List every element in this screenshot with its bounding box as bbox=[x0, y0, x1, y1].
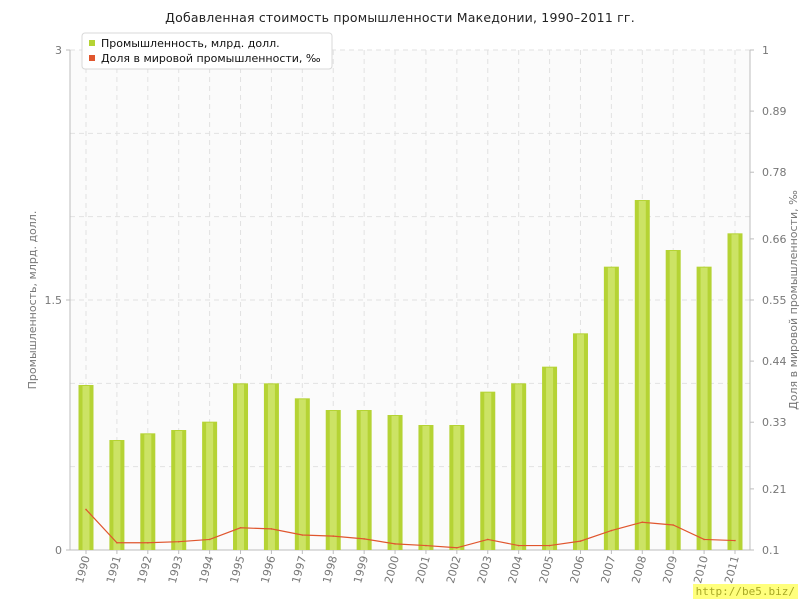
line-point-1990 bbox=[85, 508, 87, 511]
bar-highlight bbox=[237, 384, 245, 550]
line-point-2008 bbox=[641, 521, 644, 524]
line-point-2005 bbox=[548, 544, 551, 547]
line-point-1995 bbox=[239, 526, 242, 529]
bar-series bbox=[78, 200, 743, 551]
bar-highlight bbox=[638, 201, 646, 550]
line-point-2004 bbox=[517, 544, 520, 547]
line-point-1992 bbox=[147, 541, 149, 544]
bar-highlight bbox=[484, 392, 492, 550]
bar-highlight bbox=[607, 267, 615, 550]
bar-highlight bbox=[669, 251, 677, 550]
bar-highlight bbox=[113, 441, 121, 550]
line-point-1993 bbox=[177, 540, 180, 543]
y2-tick-label: 0.33 bbox=[762, 416, 787, 429]
y-tick-label: 0 bbox=[55, 544, 62, 557]
line-point-2006 bbox=[579, 540, 582, 542]
x-tick-label: 2007 bbox=[598, 554, 618, 584]
x-tick-label: 2008 bbox=[629, 554, 649, 584]
y2-tick-label: 0.44 bbox=[762, 355, 787, 368]
y2-tick-label: 0.1 bbox=[762, 544, 780, 557]
y2-tick-label: 0.78 bbox=[762, 166, 787, 179]
y2-axis-title: Доля в мировой промышленности, ‰ bbox=[787, 190, 800, 410]
x-tick-label: 2005 bbox=[537, 554, 557, 584]
bar-highlight bbox=[206, 422, 214, 550]
x-tick-label: 1991 bbox=[104, 554, 124, 584]
bar-highlight bbox=[576, 334, 584, 550]
tick-labels: 0 1.5 3 0.1 0.21 0.33 0.44 0.55 0.66 0.78 0.89 1 199… bbox=[45, 44, 787, 585]
legend-box bbox=[81, 32, 333, 70]
line-point-1998 bbox=[332, 535, 335, 537]
bar-highlight bbox=[391, 416, 399, 550]
y2-tick-label: 0.55 bbox=[762, 294, 787, 307]
line-point-2011 bbox=[734, 539, 736, 542]
legend-label-bars: Промышленность, млрд. долл. bbox=[101, 37, 280, 50]
bar-highlight bbox=[175, 431, 183, 550]
x-tick-label: 1990 bbox=[73, 554, 93, 584]
bar-highlight bbox=[546, 367, 554, 550]
line-point-2002 bbox=[456, 546, 458, 549]
line-point-1996 bbox=[270, 528, 273, 530]
line-point-2010 bbox=[703, 538, 705, 541]
y-tick-label: 1.5 bbox=[45, 294, 63, 307]
bar-highlight bbox=[82, 386, 90, 550]
x-tick-label: 2006 bbox=[568, 554, 588, 584]
chart-title: Добавленная стоимость промышленности Мак… bbox=[165, 10, 635, 25]
x-tick-label: 1995 bbox=[228, 554, 248, 584]
line-point-1991 bbox=[116, 541, 118, 544]
y2-tick-label: 0.66 bbox=[762, 233, 787, 246]
legend-label-line: Доля в мировой промышленности, ‰ bbox=[101, 52, 321, 65]
line-series bbox=[85, 508, 736, 549]
line-point-2009 bbox=[672, 524, 674, 526]
y2-tick-label: 0.89 bbox=[762, 105, 787, 118]
bar-highlight bbox=[422, 426, 430, 550]
line-point-1999 bbox=[363, 538, 365, 540]
watermark[interactable]: http://be5.biz/ bbox=[692, 584, 798, 599]
x-tick-label: 2001 bbox=[413, 554, 433, 584]
legend-marker-line bbox=[89, 55, 95, 61]
x-tick-label: 1998 bbox=[320, 554, 340, 584]
y-tick-label: 3 bbox=[55, 44, 62, 57]
line-point-2003 bbox=[486, 538, 489, 541]
line-share-world-industry bbox=[85, 509, 736, 549]
x-tick-label: 2002 bbox=[444, 554, 464, 584]
line-point-2001 bbox=[425, 544, 427, 547]
line-point-2007 bbox=[610, 529, 613, 532]
x-tick-label: 2004 bbox=[506, 554, 526, 584]
x-tick-label: 1993 bbox=[166, 554, 186, 584]
bar-highlight bbox=[731, 234, 739, 551]
bar-highlight bbox=[453, 426, 461, 550]
x-tick-label: 1996 bbox=[259, 554, 279, 584]
line-point-2000 bbox=[394, 543, 396, 545]
bar-highlight bbox=[144, 434, 152, 550]
legend: Промышленность, млрд. долл. Доля в миров… bbox=[81, 32, 333, 70]
y2-tick-label: 0.21 bbox=[762, 483, 787, 496]
x-tick-label: 1997 bbox=[289, 554, 309, 584]
bar-highlight bbox=[267, 384, 275, 550]
bar-highlight bbox=[329, 411, 337, 550]
y2-tick-label: 1 bbox=[762, 44, 769, 57]
x-tick-label: 2003 bbox=[475, 554, 495, 584]
x-tick-label: 2000 bbox=[382, 554, 402, 584]
legend-marker-bars bbox=[89, 40, 95, 46]
line-point-1997 bbox=[301, 534, 304, 536]
x-tick-label: 2010 bbox=[691, 554, 711, 584]
y-axis-title: Промышленность, млрд. долл. bbox=[26, 211, 39, 390]
x-tick-label: 1999 bbox=[351, 554, 371, 584]
bar-highlight bbox=[700, 267, 708, 550]
x-tick-label: 2011 bbox=[722, 554, 742, 584]
x-tick-label: 1992 bbox=[135, 554, 155, 584]
x-tick-label: 1994 bbox=[197, 554, 217, 584]
x-tick-label: 2009 bbox=[660, 554, 680, 584]
line-point-1994 bbox=[208, 538, 211, 541]
bar-highlight bbox=[298, 399, 306, 550]
bar-highlight bbox=[360, 411, 368, 550]
bar-highlight bbox=[515, 384, 523, 550]
